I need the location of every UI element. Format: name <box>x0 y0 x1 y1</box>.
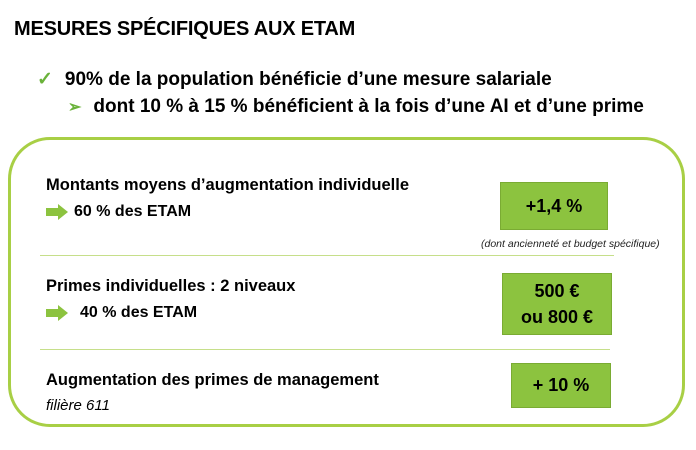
row2-value-line2: ou 800 € <box>520 307 594 327</box>
measures-panel <box>8 137 685 427</box>
row1-label: Montants moyens d’augmentation individue… <box>46 176 410 194</box>
bullet-population: ✓ 90% de la population bénéficie d’une me… <box>37 68 552 91</box>
check-icon: ✓ <box>37 69 53 90</box>
bullet-ai-prime-text: dont 10 % à 15 % bénéficient à la fois d… <box>93 96 644 117</box>
green-arrow-icon <box>46 204 68 220</box>
row1-sub: 60 % des ETAM <box>46 203 191 221</box>
bullet-ai-prime: ➢ dont 10 % à 15 % bénéficient à la fois … <box>68 96 644 118</box>
page-title: MESURES SPÉCIFIQUES AUX ETAM <box>14 18 356 40</box>
row1-value-box: +1,4 % <box>500 182 608 230</box>
row3-value-box: + 10 % <box>511 363 611 408</box>
row3-sub: filière 611 <box>46 397 110 414</box>
green-arrow-icon <box>46 305 68 321</box>
row1-note: (dont ancienneté et budget spécifique) <box>481 238 660 250</box>
bullet-population-text: 90% de la population bénéficie d’une mes… <box>64 69 552 90</box>
divider-1 <box>40 255 614 256</box>
row2-sub-text: 40 % des ETAM <box>80 304 198 321</box>
row2-value-line1: 500 € <box>534 280 580 301</box>
row3-label: Augmentation des primes de management <box>46 371 379 389</box>
arrow-icon: ➢ <box>68 99 82 116</box>
row2-label: Primes individuelles : 2 niveaux <box>46 277 296 295</box>
row1-sub-text: 60 % des ETAM <box>74 203 192 220</box>
divider-2 <box>40 349 610 350</box>
row2-sub: 40 % des ETAM <box>46 304 197 322</box>
row2-value-box: 500 € ou 800 € <box>502 273 612 335</box>
